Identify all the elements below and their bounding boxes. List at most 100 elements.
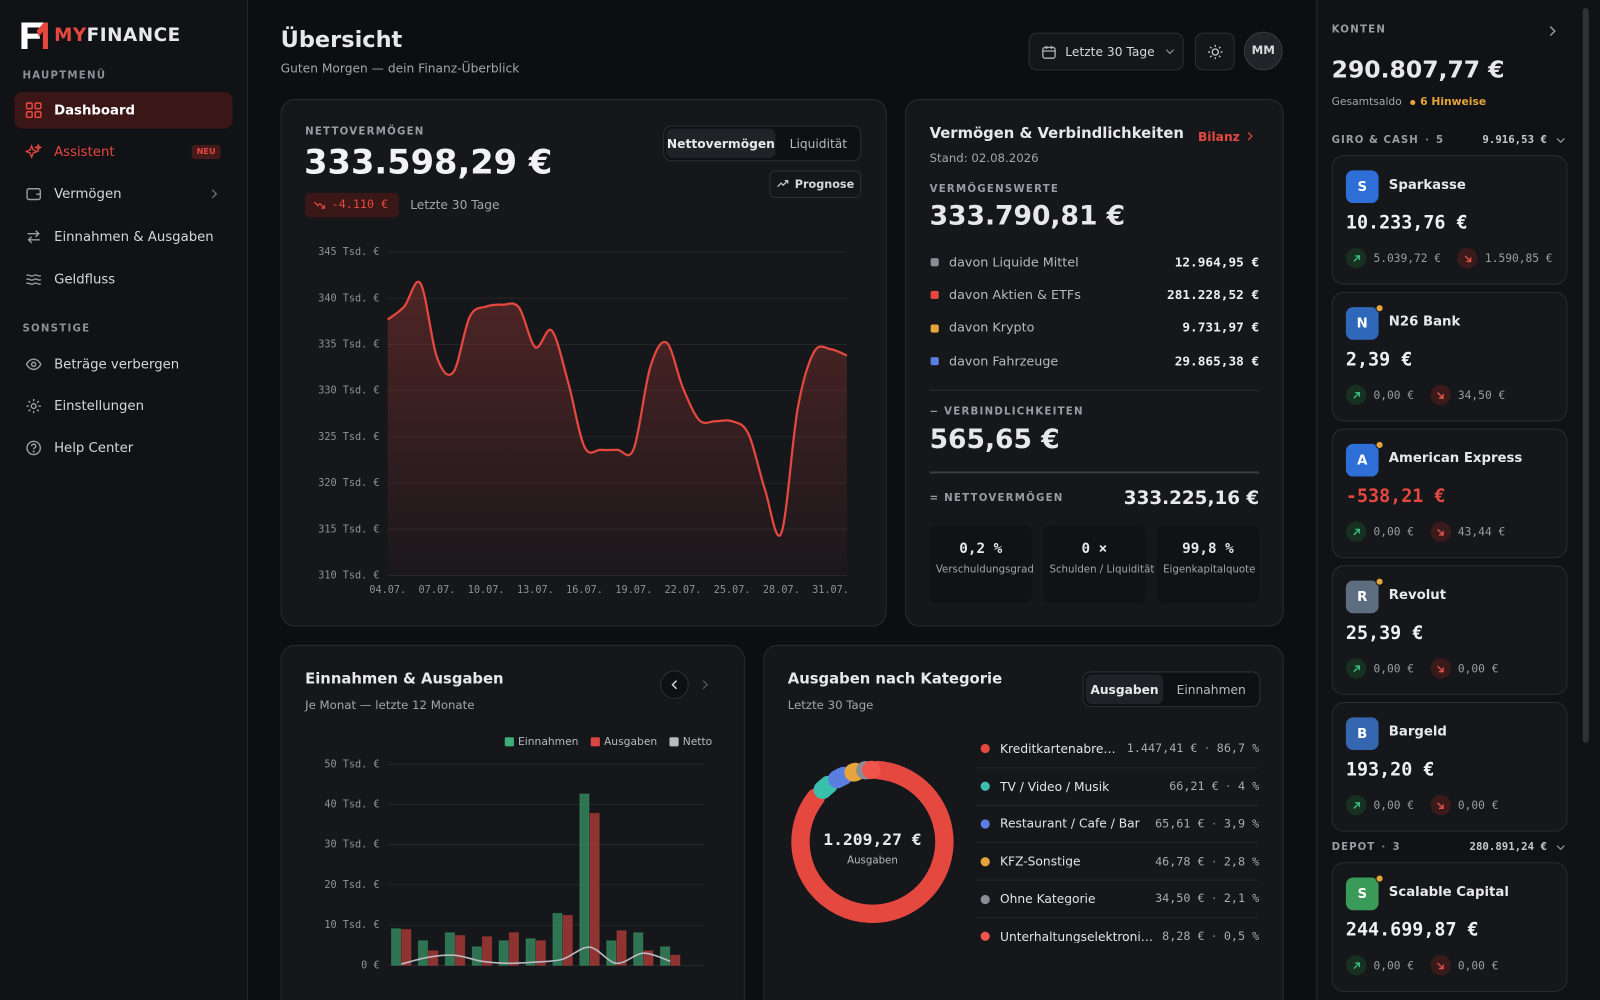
alert-dot xyxy=(1375,577,1384,586)
account-avatar: S xyxy=(1345,170,1379,204)
nav-item[interactable]: Help Center xyxy=(14,430,232,467)
category-name: Restaurant / Cafe / Bar xyxy=(999,817,1140,831)
outflow-icon xyxy=(1430,384,1451,406)
forecast-button[interactable]: Prognose xyxy=(769,170,862,198)
account-avatar: R xyxy=(1345,580,1379,614)
icon xyxy=(26,188,42,201)
tab[interactable]: Ausgaben xyxy=(1085,674,1164,705)
legend-row[interactable]: TV / Video / Musik 66,21 €4 % xyxy=(975,768,1260,806)
logo-icon xyxy=(21,22,48,49)
ratio-label: Verschuldungsgrad xyxy=(935,564,1034,576)
account-avatar: B xyxy=(1345,717,1379,750)
nav-label: Beträge verbergen xyxy=(54,356,180,372)
divider xyxy=(929,471,1260,474)
inflow: 0,00 € xyxy=(1373,524,1415,539)
icon xyxy=(1352,961,1360,969)
icon xyxy=(27,230,40,244)
category-legend: Kreditkartenabre… 1.447,41 €86,7 % TV / Vi… xyxy=(975,731,1260,955)
group-count: 5 xyxy=(1419,134,1444,145)
category-amount: 46,78 € xyxy=(1155,853,1205,868)
tab[interactable]: Nettovermögen xyxy=(666,128,776,159)
category-share: 86,7 % xyxy=(1197,742,1259,755)
icon xyxy=(26,274,42,285)
account-card[interactable]: B Bargeld 193,20 € 0,00 € 0,00 € xyxy=(1331,702,1568,832)
tab[interactable]: Liquidität xyxy=(789,136,848,151)
card-subtitle: Je Monat — letzte 12 Monate xyxy=(305,697,475,713)
legend-row[interactable]: Ohne Kategorie 34,50 €2,1 % xyxy=(975,881,1260,919)
account-avatar: N xyxy=(1345,307,1379,340)
legend-row[interactable]: Unterhaltungselektroni… 8,28 €0,5 % xyxy=(976,918,1259,955)
outflow-icon xyxy=(1457,247,1478,269)
account-balance: 25,39 € xyxy=(1345,622,1424,644)
asset-row: davon Krypto 9.731,97 € xyxy=(930,312,1260,345)
card-subtitle: Letzte 30 Tage xyxy=(787,697,874,713)
inflow: 0,00 € xyxy=(1373,661,1415,675)
legend-dot xyxy=(980,856,990,867)
assets-value: 333.790,81 € xyxy=(929,201,1126,232)
group-count: 3 xyxy=(1375,841,1400,852)
nav-label: Einstellungen xyxy=(54,398,145,414)
account-name: Revolut xyxy=(1388,587,1447,604)
category-share: 2,8 % xyxy=(1205,855,1259,868)
avatar[interactable]: MM xyxy=(1243,31,1283,71)
nav-label: Geldfluss xyxy=(54,271,116,288)
category-name: Unterhaltungselektroni… xyxy=(999,930,1154,943)
asset-dot xyxy=(930,357,939,366)
legend-row[interactable]: Restaurant / Cafe / Bar 65,61 €3,9 % xyxy=(975,806,1260,844)
next-button[interactable] xyxy=(691,670,720,699)
icon xyxy=(1437,962,1445,969)
outflow: 43,44 € xyxy=(1457,524,1506,539)
asset-value: 9.731,97 € xyxy=(1182,319,1260,336)
nav-item[interactable]: Beträge verbergen xyxy=(14,346,232,383)
nav-label: Einnahmen & Ausgaben xyxy=(54,229,214,245)
theme-toggle[interactable] xyxy=(1194,32,1235,71)
group-sum: 280.891,24 € xyxy=(1469,840,1547,854)
chevron[interactable] xyxy=(1548,26,1557,37)
liabilities-value: 565,65 € xyxy=(929,424,1060,456)
asset-value: 29.865,38 € xyxy=(1174,352,1260,369)
badge: NEU xyxy=(191,144,221,160)
nav-item[interactable]: Vermögen xyxy=(14,176,232,213)
asset-label: davon Krypto xyxy=(948,319,1035,336)
outflow-icon xyxy=(1430,658,1451,679)
chevron[interactable] xyxy=(1556,842,1565,851)
inflow-icon xyxy=(1345,384,1367,406)
icon xyxy=(1352,391,1360,399)
date-range-button[interactable]: Letzte 30 Tage xyxy=(1028,32,1184,71)
nav-item[interactable]: Einstellungen xyxy=(14,388,232,425)
account-card[interactable]: S Scalable Capital 244.699,87 €0,00 €0,00 … xyxy=(1331,862,1568,992)
section-label: VERMÖGENSWERTE xyxy=(929,183,1060,195)
tab[interactable]: Einnahmen xyxy=(1176,682,1246,697)
inflow-icon xyxy=(1345,955,1367,976)
account-name: Bargeld xyxy=(1388,724,1447,740)
ratio-box: 0,2 % Verschuldungsgrad xyxy=(929,525,1034,604)
legend-row[interactable]: Kreditkartenabre… 1.447,41 €86,7 % xyxy=(975,731,1260,769)
link[interactable]: Bilanz xyxy=(1198,131,1254,143)
asset-dot xyxy=(930,291,939,300)
nav-item[interactable]: Einnahmen & Ausgaben xyxy=(14,218,232,255)
account-card[interactable]: S Sparkasse 10.233,76 € 5.039,72 € 1.590,85 … xyxy=(1331,155,1568,285)
nav-item[interactable]: Assistent xyxy=(14,134,232,171)
nav-item[interactable]: Geldfluss xyxy=(14,261,232,298)
outflow: 1.590,85 € xyxy=(1484,251,1553,265)
legend-row[interactable]: KFZ-Sonstige 46,78 €2,8 % xyxy=(975,843,1260,881)
as-of-date: Stand: 02.08.2026 xyxy=(929,151,1039,166)
ratio-box: 0 × Schulden / Liquidität xyxy=(1043,525,1154,604)
donut-center-label: Ausgaben xyxy=(847,855,898,867)
group-header: DEPOT3 280.891,24 € xyxy=(1332,839,1566,855)
icon xyxy=(1437,801,1445,809)
account-balance: -538,21 € xyxy=(1345,485,1446,508)
account-card[interactable]: N N26 Bank 2,39 € 0,00 € 34,50 € xyxy=(1331,291,1568,422)
account-card[interactable]: R Revolut 25,39 € 0,00 € 0,00 € xyxy=(1331,565,1568,695)
ratio-value: 99,8 % xyxy=(1182,540,1234,558)
notices[interactable]: 6 Hinweise xyxy=(1420,95,1487,109)
legend-dot xyxy=(980,819,990,829)
account-name: Scalable Capital xyxy=(1388,884,1509,900)
icon xyxy=(26,398,41,414)
chevron[interactable] xyxy=(1556,135,1565,144)
nav-item[interactable]: Dashboard xyxy=(14,91,233,129)
account-card[interactable]: A American Express -538,21 € 0,00 € 43,44 € xyxy=(1331,428,1568,559)
nav-label: Dashboard xyxy=(54,102,135,118)
change-badge: -4.110 € xyxy=(305,192,399,218)
prev-button[interactable] xyxy=(660,670,689,699)
